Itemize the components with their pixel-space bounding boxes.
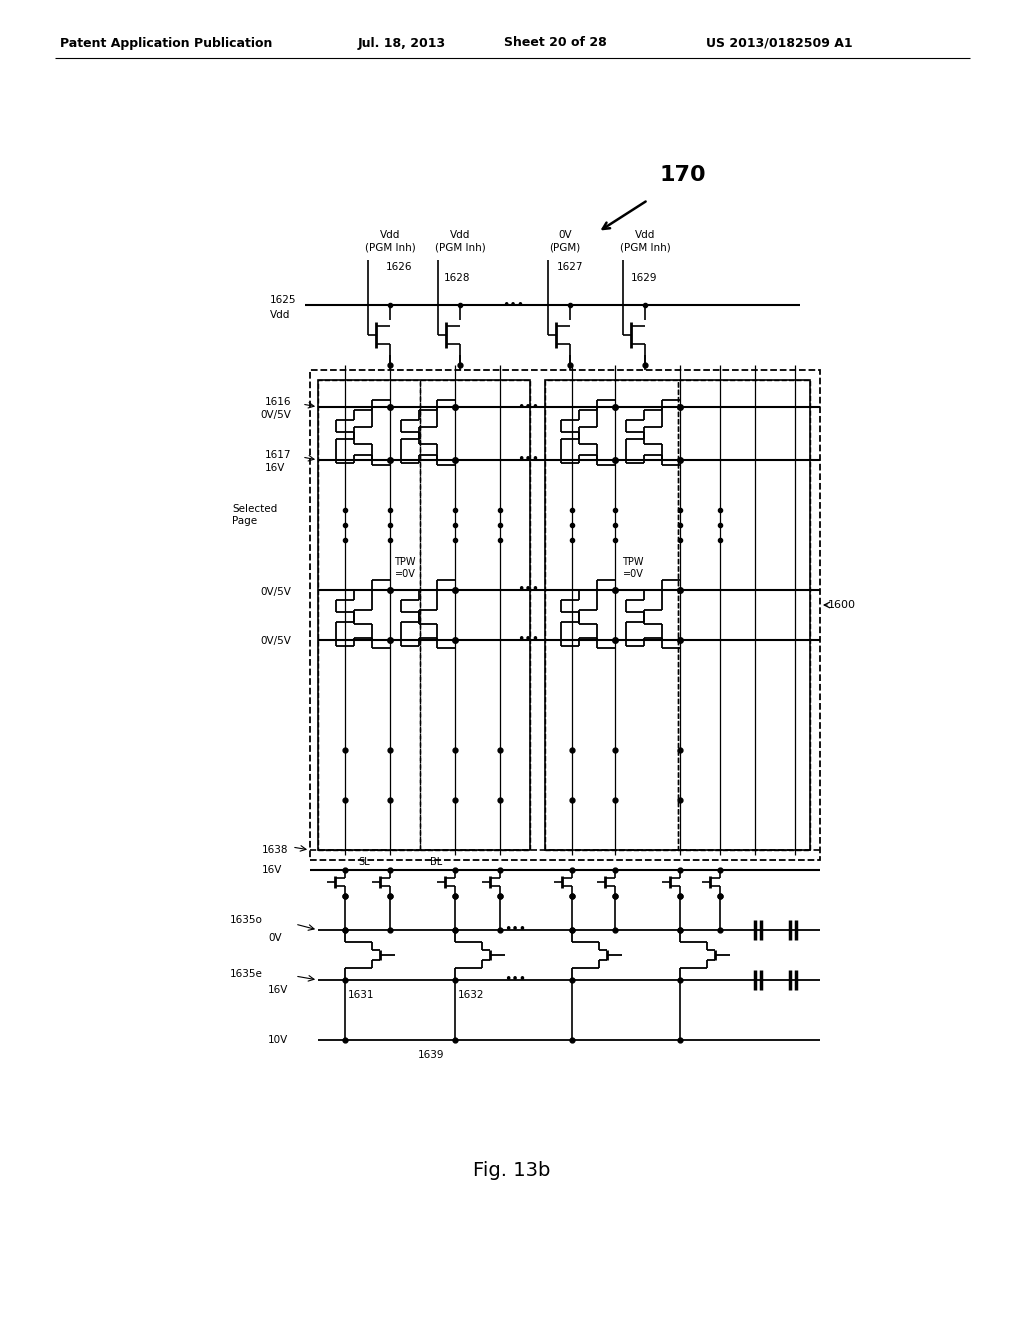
Text: 1629: 1629: [631, 273, 657, 282]
Text: Fig. 13b: Fig. 13b: [473, 1160, 551, 1180]
Text: Vdd: Vdd: [635, 230, 655, 240]
Text: 1635e: 1635e: [230, 969, 263, 979]
Text: 16V: 16V: [262, 865, 283, 875]
Text: •••: •••: [504, 974, 526, 986]
Text: 1616: 1616: [265, 397, 292, 407]
Text: 0V/5V: 0V/5V: [260, 411, 291, 420]
Text: (PGM Inh): (PGM Inh): [434, 243, 485, 253]
Bar: [310, 370, 820, 861]
Text: 1617: 1617: [265, 450, 292, 459]
Text: 0V: 0V: [268, 933, 282, 942]
Text: TPW
=0V: TPW =0V: [623, 557, 644, 578]
Text: US 2013/0182509 A1: US 2013/0182509 A1: [706, 37, 853, 49]
Text: Vdd: Vdd: [450, 230, 470, 240]
Bar: [545, 380, 810, 850]
Text: 1639: 1639: [418, 1049, 444, 1060]
Bar: [318, 380, 420, 850]
Bar: [318, 380, 530, 850]
Text: Selected
Page: Selected Page: [232, 504, 278, 525]
Text: 1635o: 1635o: [230, 915, 263, 925]
Bar: [545, 380, 678, 850]
Text: 10V: 10V: [268, 1035, 288, 1045]
Text: Vdd: Vdd: [380, 230, 400, 240]
Text: •••: •••: [517, 583, 539, 597]
Text: •••: •••: [504, 924, 526, 936]
Text: BL: BL: [430, 857, 442, 867]
Text: •••: •••: [502, 298, 524, 312]
Bar: [420, 380, 530, 850]
Text: 1626: 1626: [386, 261, 413, 272]
Text: 1625: 1625: [270, 294, 297, 305]
Text: (PGM Inh): (PGM Inh): [620, 243, 671, 253]
Bar: [678, 380, 810, 850]
Text: 170: 170: [660, 165, 707, 185]
Text: •••: •••: [517, 400, 539, 413]
Text: 0V/5V: 0V/5V: [260, 636, 291, 645]
Text: Sheet 20 of 28: Sheet 20 of 28: [504, 37, 607, 49]
Text: Vdd: Vdd: [270, 310, 291, 319]
Text: 1631: 1631: [348, 990, 375, 1001]
Text: 1600: 1600: [828, 601, 856, 610]
Text: 0V/5V: 0V/5V: [260, 587, 291, 597]
Text: 1638: 1638: [262, 845, 289, 855]
Text: •••: •••: [517, 454, 539, 466]
Text: Patent Application Publication: Patent Application Publication: [60, 37, 272, 49]
Text: •••: •••: [517, 634, 539, 647]
Text: 16V: 16V: [265, 463, 286, 473]
Text: 1628: 1628: [444, 273, 470, 282]
Text: SL: SL: [358, 857, 370, 867]
Text: TPW
=0V: TPW =0V: [394, 557, 416, 578]
Text: 16V: 16V: [268, 985, 289, 995]
Text: 1627: 1627: [557, 261, 584, 272]
Text: Jul. 18, 2013: Jul. 18, 2013: [358, 37, 446, 49]
Text: (PGM Inh): (PGM Inh): [365, 243, 416, 253]
Text: 1632: 1632: [458, 990, 484, 1001]
Text: (PGM): (PGM): [549, 243, 581, 253]
Text: 0V: 0V: [558, 230, 571, 240]
